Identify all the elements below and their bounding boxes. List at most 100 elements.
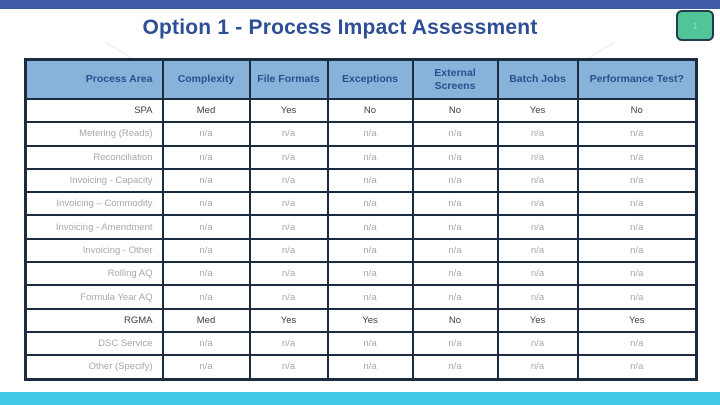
value-cell: n/a [248,330,329,357]
value-cell: n/a [576,144,698,170]
table-row: Invoicing - Other n/a n/a n/a n/a n/a n/a [24,237,698,264]
value-cell: n/a [326,167,414,194]
process-area-cell: DSC Service [24,330,164,357]
value-cell: n/a [248,214,329,240]
column-header: Complexity [161,58,251,100]
value-cell: n/a [326,261,414,287]
value-cell: n/a [161,330,251,357]
process-area-cell: Invoicing – Commodity [24,191,164,217]
process-area-cell: SPA [24,97,164,124]
bottom-accent-bar [0,392,720,405]
process-area-cell: RGMA [24,307,164,333]
value-cell: Yes [248,307,329,333]
value-cell: n/a [576,214,698,240]
process-area-cell: Invoicing - Capacity [24,167,164,194]
top-accent-bar [0,0,720,9]
value-cell: n/a [161,191,251,217]
value-cell: n/a [248,284,329,310]
value-cell: n/a [576,261,698,287]
value-cell: n/a [161,121,251,147]
process-area-cell: Invoicing - Other [24,237,164,264]
value-cell: n/a [496,167,579,194]
value-cell: n/a [248,167,329,194]
value-cell: n/a [326,144,414,170]
value-cell: n/a [326,214,414,240]
value-cell: n/a [496,261,579,287]
value-cell: n/a [161,237,251,264]
value-cell: No [411,97,499,124]
value-cell: Med [161,307,251,333]
value-cell: n/a [496,354,579,381]
value-cell: n/a [248,237,329,264]
table-row: Invoicing - Capacity n/a n/a n/a n/a n/a n/a [24,167,698,194]
value-cell: n/a [496,214,579,240]
table-row: RGMA Med Yes Yes No Yes Yes [24,307,698,333]
value-cell: n/a [411,261,499,287]
value-cell: n/a [411,330,499,357]
table-row: Invoicing – Commodity n/a n/a n/a n/a n/a n/a [24,191,698,217]
value-cell: Yes [576,307,698,333]
table-header-row: Process Area Complexity File Formats Except… [24,58,698,100]
process-area-cell: Reconciliation [24,144,164,170]
column-header: External Screens [411,58,499,100]
value-cell: n/a [161,214,251,240]
value-cell: n/a [161,354,251,381]
value-cell: n/a [326,237,414,264]
value-cell: Yes [326,307,414,333]
process-area-cell: Rolling AQ [24,261,164,287]
value-cell: No [576,97,698,124]
value-cell: n/a [248,121,329,147]
table-row: SPA Med Yes No No Yes No [24,97,698,124]
column-header: Exceptions [326,58,414,100]
value-cell: n/a [496,237,579,264]
value-cell: n/a [576,167,698,194]
value-cell: n/a [496,121,579,147]
value-cell: n/a [161,284,251,310]
value-cell: n/a [161,144,251,170]
value-cell: n/a [161,167,251,194]
table-row: Invoicing - Amendment n/a n/a n/a n/a n/a n/a [24,214,698,240]
value-cell: n/a [161,261,251,287]
value-cell: n/a [248,354,329,381]
value-cell: n/a [411,144,499,170]
column-header: File Formats [248,58,329,100]
value-cell: n/a [576,237,698,264]
table-row: Metering (Reads) n/a n/a n/a n/a n/a n/a [24,121,698,147]
value-cell: n/a [326,330,414,357]
column-header: Process Area [24,58,164,100]
value-cell: Yes [248,97,329,124]
value-cell: n/a [576,330,698,357]
value-cell: n/a [411,354,499,381]
value-cell: Yes [496,97,579,124]
process-impact-table: Process Area Complexity File Formats Except… [24,58,698,381]
table-row: Rolling AQ n/a n/a n/a n/a n/a n/a [24,261,698,287]
value-cell: n/a [326,121,414,147]
value-cell: n/a [248,261,329,287]
value-cell: n/a [411,121,499,147]
value-cell: n/a [326,191,414,217]
process-area-cell: Other (Specify) [24,354,164,381]
table-row: DSC Service n/a n/a n/a n/a n/a n/a [24,330,698,357]
value-cell: n/a [576,284,698,310]
value-cell: n/a [411,167,499,194]
column-header: Performance Test? [576,58,698,100]
value-cell: n/a [411,284,499,310]
value-cell: n/a [326,354,414,381]
slide-title: Option 1 - Process Impact Assessment [142,16,538,39]
table-row: Reconciliation n/a n/a n/a n/a n/a n/a [24,144,698,170]
process-area-cell: Metering (Reads) [24,121,164,147]
value-cell: n/a [248,144,329,170]
table-row: Formula Year AQ n/a n/a n/a n/a n/a n/a [24,284,698,310]
value-cell: No [411,307,499,333]
process-area-cell: Formula Year AQ [24,284,164,310]
value-cell: n/a [576,121,698,147]
value-cell: n/a [411,214,499,240]
value-cell: n/a [496,330,579,357]
process-area-cell: Invoicing - Amendment [24,214,164,240]
table-row: Other (Specify) n/a n/a n/a n/a n/a n/a [24,354,698,381]
value-cell: n/a [576,191,698,217]
value-cell: Med [161,97,251,124]
column-header: Batch Jobs [496,58,579,100]
page-number: 1 [692,20,698,31]
